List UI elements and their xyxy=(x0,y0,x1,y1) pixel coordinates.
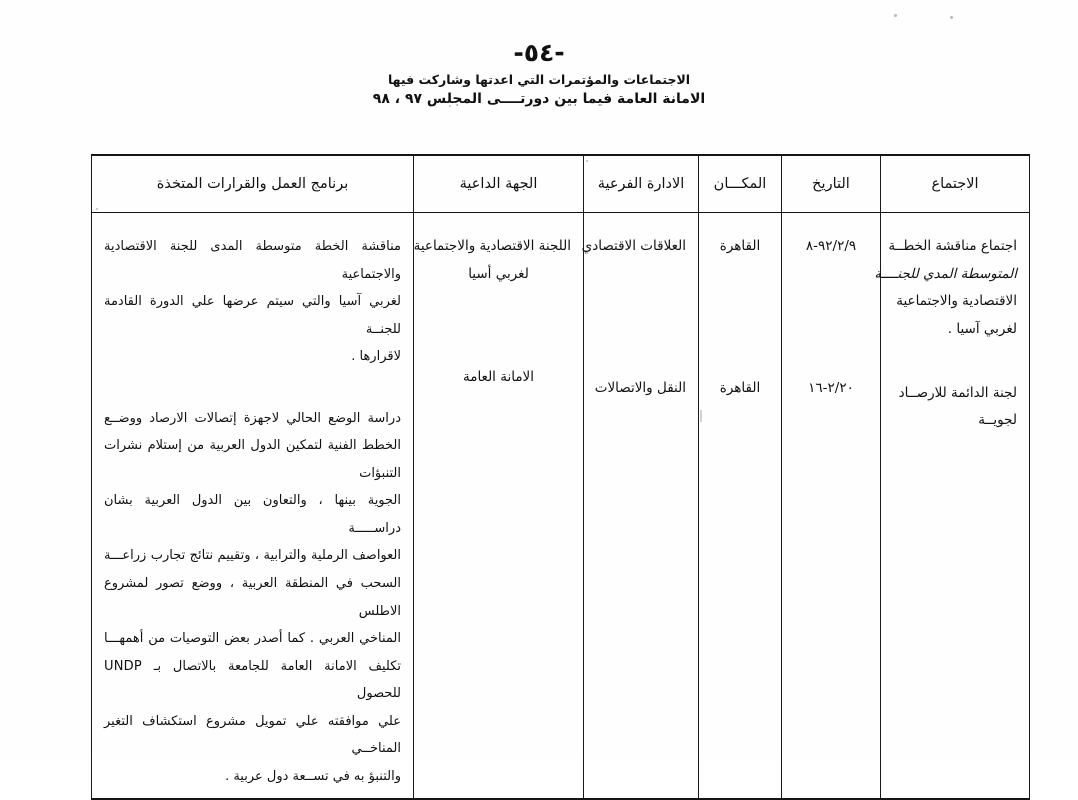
column-header-inviting-body: الجهة الداعية xyxy=(413,154,584,213)
place-value: القاهرة xyxy=(719,379,761,396)
work-program-line: العواصف الرملية والترابية ، وتقييم نتائج… xyxy=(104,548,401,564)
table-header-row: الاجتماع التاريخ المكـــان الادارة الفرع… xyxy=(91,154,1030,213)
work-program-line: علي موافقته علي تمويل مشروع استكشاف التغ… xyxy=(104,713,401,757)
inviting-body-entry: اللجنة الاقتصادية والاجتماعية لغربي أسيا xyxy=(413,233,571,288)
inviting-body-entry: الامانة العامة xyxy=(426,364,571,392)
work-program-entry: مناقشة الخطة متوسطة المدى للجنة الاقتصاد… xyxy=(104,233,401,371)
date-value: ٩٢/٢/٩-٨ xyxy=(805,238,857,254)
meeting-line: الاقتصادية والاجتماعية xyxy=(896,293,1017,310)
column-header-meeting: الاجتماع xyxy=(880,154,1030,213)
work-program-line: والتنبؤ به في تســعة دول عربية . xyxy=(225,768,401,784)
work-program-line: السحب في المنطقة العربية ، ووضع تصور لمش… xyxy=(104,576,401,619)
date-value: ٢/٢٠-١٦ xyxy=(808,379,854,396)
report-table-container: الاجتماع التاريخ المكـــان الادارة الفرع… xyxy=(91,154,1030,800)
cell-meeting: اجتماع مناقشة الخطــة المتوسطة المدي للج… xyxy=(874,212,1030,800)
meeting-line: المتوسطة المدي للجنــــة xyxy=(874,265,1017,282)
sub-admin-entry: النقل والاتصالات xyxy=(594,375,686,403)
sub-admin-line: العلاقات الاقتصادي xyxy=(581,238,686,254)
work-program-line: الخطط الفنية لتمكين الدول العربية من إست… xyxy=(104,438,401,481)
heading-line-2: الامانة العامة فيما بين دورتــــى المجلس… xyxy=(372,91,706,108)
cell-work-program: مناقشة الخطة متوسطة المدى للجنة الاقتصاد… xyxy=(91,212,414,800)
work-program-line: لاقرارها . xyxy=(351,349,401,365)
place-value: القاهرة xyxy=(719,238,761,254)
cell-sub-admin: العلاقات الاقتصادي النقل والاتصالات xyxy=(581,212,699,800)
inviting-body-line: الامانة العامة xyxy=(462,369,535,386)
scan-speckle xyxy=(950,16,953,19)
table-body-row: اجتماع مناقشة الخطــة المتوسطة المدي للج… xyxy=(91,212,1030,800)
cell-place: القاهرة القاهرة xyxy=(698,212,782,800)
work-program-line: المناخي العربي . كما أصدر بعض التوصيات م… xyxy=(104,631,401,647)
work-program-line: تكليف الامانة العامة للجامعة بالاتصال بـ… xyxy=(104,658,401,702)
sub-admin-entry: العلاقات الاقتصادي xyxy=(581,233,686,261)
inviting-body-line: اللجنة الاقتصادية والاجتماعية xyxy=(413,238,571,254)
meeting-line: اجتماع مناقشة الخطــة xyxy=(888,238,1017,254)
work-program-line: الجوية بينها ، والتعاون بين الدول العربي… xyxy=(104,493,401,536)
place-entry: القاهرة xyxy=(711,233,769,261)
cell-date: ٩٢/٢/٩-٨ ٢/٢٠-١٦ xyxy=(781,212,881,800)
sub-admin-line: النقل والاتصالات xyxy=(594,379,686,396)
meeting-entry: لجنة الدائمة للارصــاد لجويــة xyxy=(893,380,1017,435)
column-header-date: التاريخ xyxy=(781,154,881,213)
inviting-body-line: لغربي أسيا xyxy=(468,265,529,282)
document-page: -٥٤- الاجتماعات والمؤتمرات التي اعدتها و… xyxy=(0,14,1078,800)
page-number: -٥٤- xyxy=(513,37,565,68)
column-header-sub-admin: الادارة الفرعية xyxy=(583,154,699,213)
heading-line-1: الاجتماعات والمؤتمرات التي اعدتها وشاركت… xyxy=(387,72,691,87)
date-entry: ٩٢/٢/٩-٨ xyxy=(794,233,868,261)
work-program-entry: دراسة الوضع الحالي لاجهزة إتصالات الارصا… xyxy=(104,405,401,791)
document-heading: الاجتماعات والمؤتمرات التي اعدتها وشاركت… xyxy=(0,70,1078,111)
meeting-line: لجويــة xyxy=(978,412,1017,429)
cell-inviting-body: اللجنة الاقتصادية والاجتماعية لغربي أسيا… xyxy=(413,212,584,800)
scan-speckle xyxy=(449,105,451,107)
date-entry: ٢/٢٠-١٦ xyxy=(794,375,868,403)
place-entry: القاهرة xyxy=(711,375,769,403)
meeting-line: لجنة الدائمة للارصــاد xyxy=(898,384,1017,401)
work-program-line: دراسة الوضع الحالي لاجهزة إتصالات الارصا… xyxy=(104,410,401,426)
column-header-place: المكـــان xyxy=(698,154,782,213)
column-header-work-program: برنامج العمل والقرارات المتخذة xyxy=(91,154,414,213)
scan-speckle xyxy=(894,14,897,17)
report-table: الاجتماع التاريخ المكـــان الادارة الفرع… xyxy=(91,154,1030,800)
meeting-line: لغربي آسيا . xyxy=(947,321,1017,338)
work-program-line: لغربي آسيا والتي سيتم عرضها علي الدورة ا… xyxy=(104,294,401,337)
work-program-line: مناقشة الخطة متوسطة المدى للجنة الاقتصاد… xyxy=(104,239,401,282)
meeting-entry: اجتماع مناقشة الخطــة المتوسطة المدي للج… xyxy=(874,233,1017,344)
